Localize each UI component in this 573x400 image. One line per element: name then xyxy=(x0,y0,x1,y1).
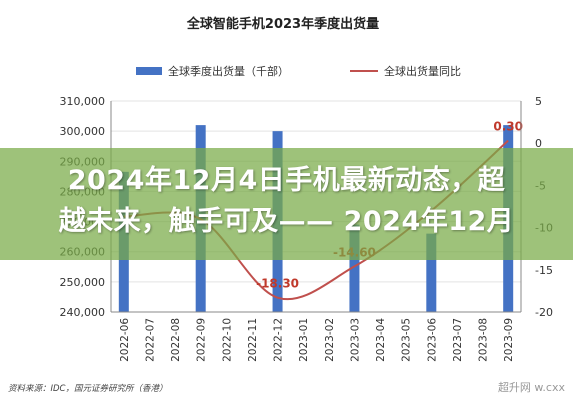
x-tick-label: 2022-06 xyxy=(119,318,131,362)
overlay-headline-line1: 2024年12月4日手机最新动态，超 xyxy=(67,165,506,196)
y-tick-label-right: 5 xyxy=(535,95,542,108)
y-tick-label-right: -15 xyxy=(535,264,553,277)
x-tick-label: 2023-09 xyxy=(503,318,515,362)
y-tick-label-left: 310,000 xyxy=(60,95,106,108)
x-tick-label: 2023-03 xyxy=(349,318,361,362)
x-tick-label: 2022-10 xyxy=(221,318,233,362)
y-tick-label-right: 0 xyxy=(535,137,542,150)
y-tick-label-right: -20 xyxy=(535,306,553,319)
y-tick-label-left: 240,000 xyxy=(60,306,106,319)
legend-label-bar: 全球季度出货量（千部） xyxy=(168,64,289,78)
line-data-label: -18.30 xyxy=(256,277,299,291)
x-tick-label: 2022-11 xyxy=(247,318,259,362)
overlay-headline: 2024年12月4日手机最新动态，超 越未来，触手可及—— 2024年12月 xyxy=(0,160,573,242)
x-tick-label: 2023-01 xyxy=(298,318,310,362)
watermark: 超升网 w.cxx xyxy=(497,381,565,394)
x-tick-label: 2023-08 xyxy=(478,318,490,362)
x-tick-label: 2022-12 xyxy=(273,318,285,362)
legend: 全球季度出货量（千部） 全球出货量同比 xyxy=(136,64,461,78)
x-tick-label: 2023-04 xyxy=(375,318,387,362)
x-tick-label: 2023-05 xyxy=(401,318,413,362)
chart-title: 全球智能手机2023年季度出货量 xyxy=(186,16,379,32)
line-data-label: 0.30 xyxy=(493,120,523,134)
source-note: 资料来源：IDC，国元证券研究所（香港） xyxy=(8,384,168,394)
x-tick-label: 2023-07 xyxy=(452,318,464,362)
x-tick-label: 2023-02 xyxy=(324,318,336,362)
x-tick-label: 2022-09 xyxy=(196,318,208,362)
y-tick-label-left: 300,000 xyxy=(60,125,106,138)
bar xyxy=(426,233,437,312)
bar xyxy=(349,224,360,312)
legend-label-line: 全球出货量同比 xyxy=(384,64,461,78)
x-tick-label: 2022-07 xyxy=(144,318,156,362)
x-axis: 2022-06 2022-07 2022-08 2022-09 2022-10 2022-… xyxy=(111,311,521,362)
overlay-headline-line2: 越未来，触手可及—— 2024年12月 xyxy=(58,206,515,237)
overlay-band xyxy=(0,148,573,260)
x-tick-label: 2022-08 xyxy=(170,318,182,362)
y-tick-label-left: 250,000 xyxy=(60,276,106,289)
x-tick-label: 2023-06 xyxy=(426,318,438,362)
legend-swatch-bar xyxy=(136,67,162,75)
